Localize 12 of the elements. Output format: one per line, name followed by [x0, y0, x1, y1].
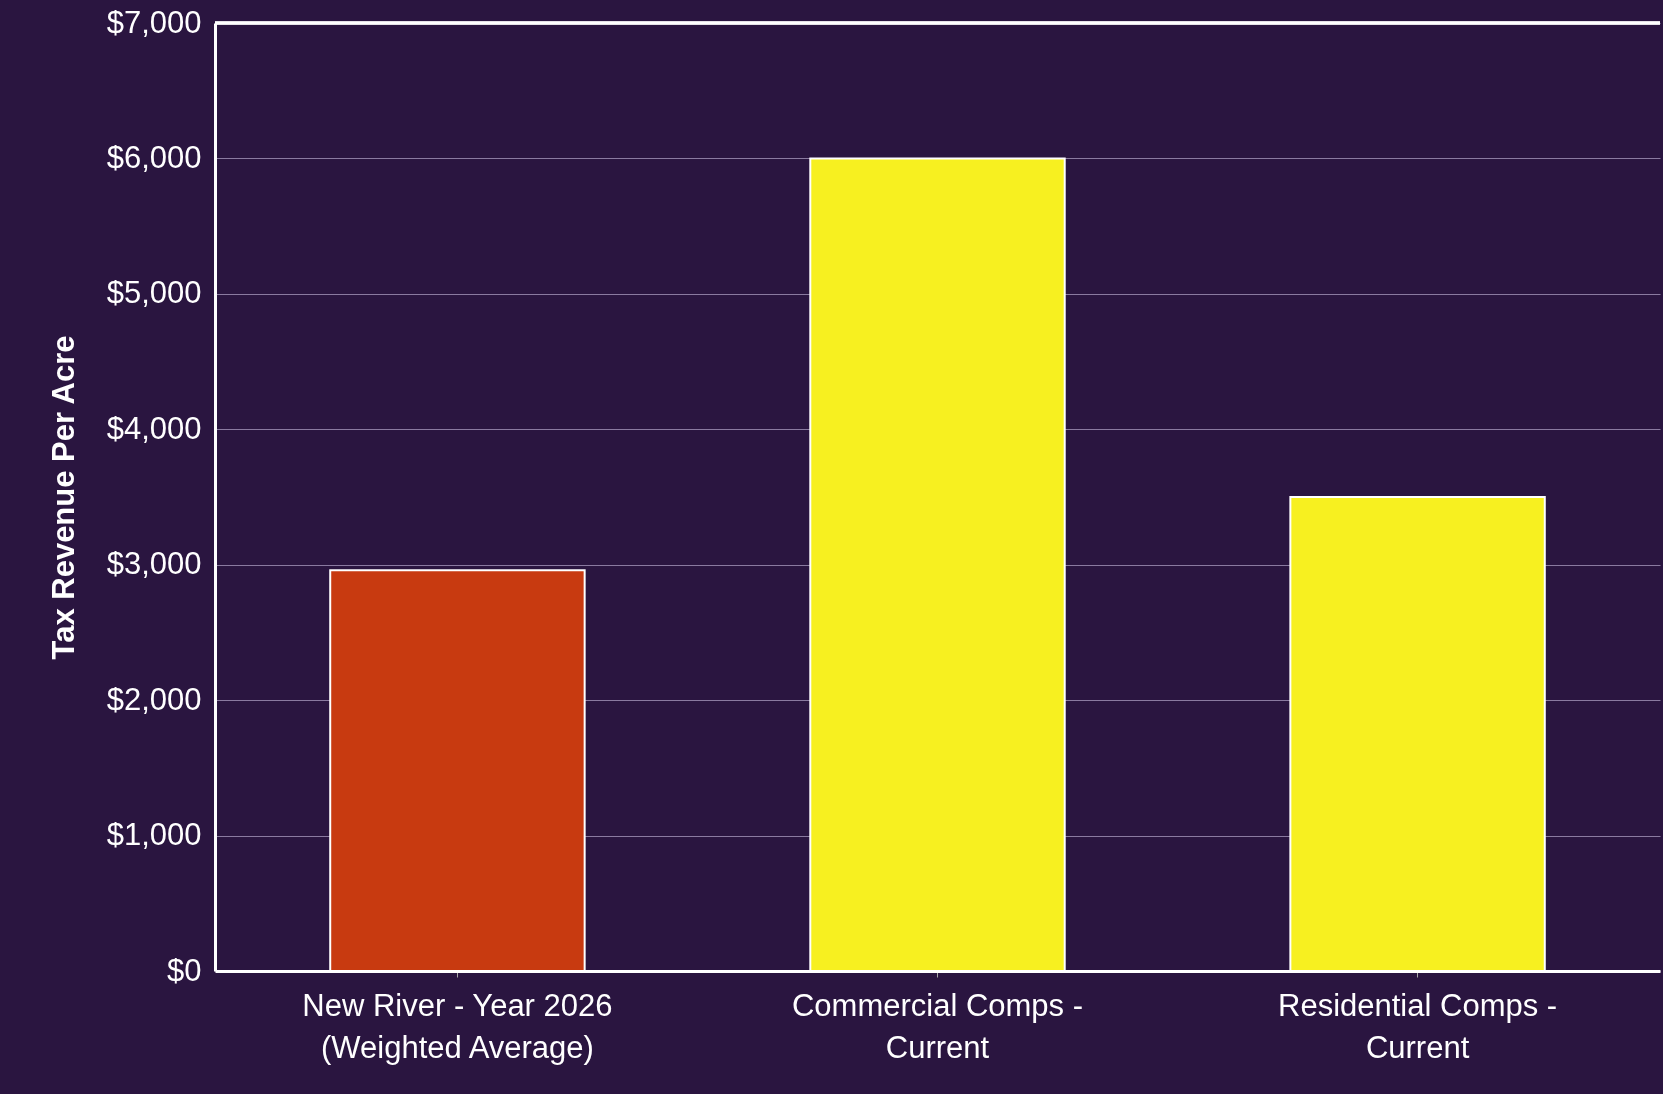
y-axis-title: Tax Revenue Per Acre: [45, 335, 81, 660]
y-tick-label: $6,000: [106, 139, 202, 175]
y-tick-label: $7,000: [106, 4, 202, 40]
y-tick-label: $5,000: [106, 275, 202, 311]
y-tick-label: $4,000: [106, 410, 202, 446]
x-tick-label: Residential Comps - Current: [1278, 987, 1558, 1065]
x-tick-label: Commercial Comps - Current: [791, 987, 1084, 1065]
y-tick-label: $3,000: [106, 546, 202, 582]
x-tick-label: New River - Year 2026 (Weighted Average): [302, 987, 613, 1065]
y-tick-label: $0: [167, 952, 202, 988]
y-tick-label: $1,000: [106, 817, 202, 853]
y-tick-label: $2,000: [106, 681, 202, 717]
